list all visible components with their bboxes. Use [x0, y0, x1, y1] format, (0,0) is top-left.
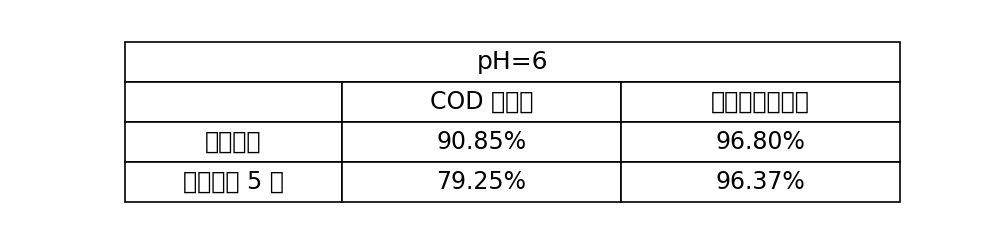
Text: 96.80%: 96.80%: [716, 130, 805, 154]
Bar: [621, 82, 900, 122]
Text: COD 去除率: COD 去除率: [430, 90, 533, 114]
Text: 90.85%: 90.85%: [436, 130, 527, 154]
Bar: [342, 162, 621, 201]
Text: 首次使用: 首次使用: [205, 130, 262, 154]
Bar: [125, 42, 900, 82]
Bar: [342, 82, 621, 122]
Text: 重复使用 5 次: 重复使用 5 次: [183, 170, 284, 194]
Bar: [342, 122, 621, 162]
Bar: [125, 82, 342, 122]
Text: 96.37%: 96.37%: [716, 170, 805, 194]
Text: pH=6: pH=6: [477, 50, 548, 74]
Text: 79.25%: 79.25%: [436, 170, 526, 194]
Bar: [125, 162, 342, 201]
Bar: [621, 162, 900, 201]
Bar: [621, 122, 900, 162]
Bar: [125, 122, 342, 162]
Text: 亚甲基蓝去除率: 亚甲基蓝去除率: [711, 90, 810, 114]
